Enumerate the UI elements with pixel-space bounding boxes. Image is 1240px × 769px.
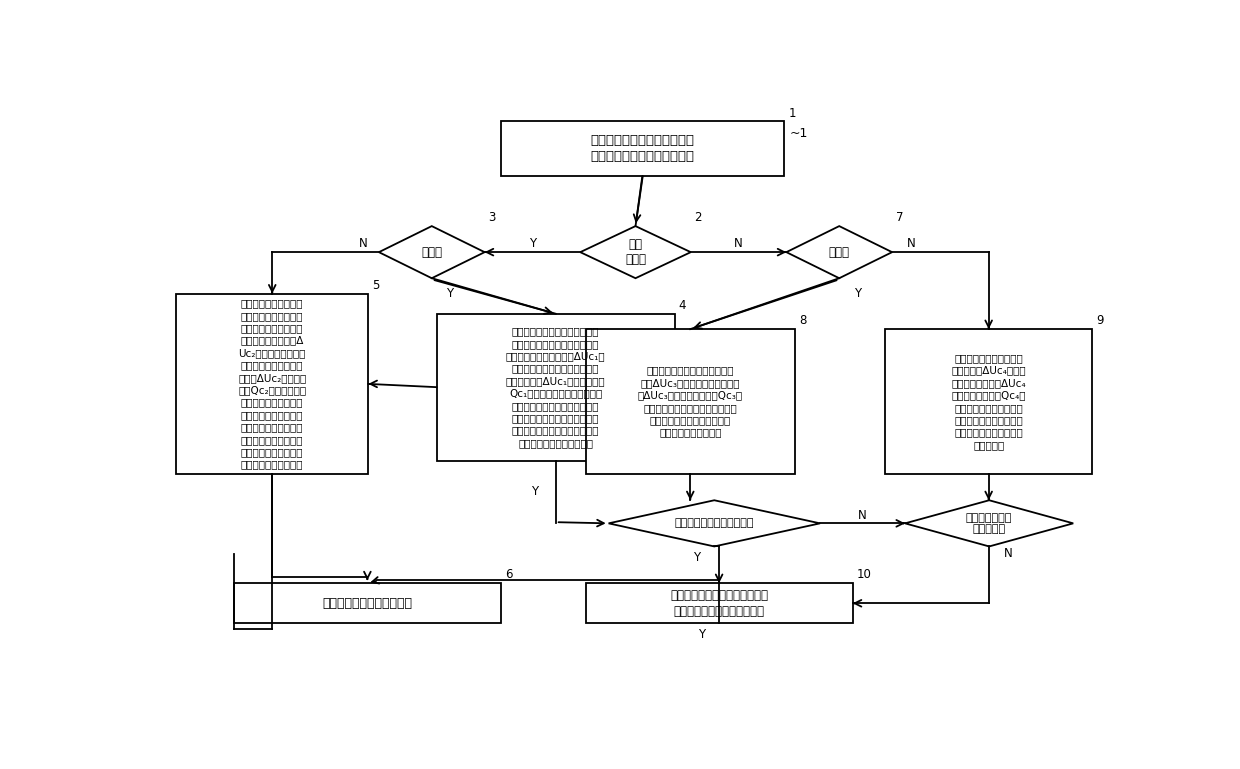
Text: 10: 10 [857, 568, 872, 581]
Text: 6: 6 [505, 568, 512, 581]
Text: 无功控制目标大于限幅上限: 无功控制目标大于限幅上限 [675, 518, 754, 528]
Polygon shape [609, 501, 820, 547]
Text: 8: 8 [799, 315, 806, 328]
Text: 3: 3 [489, 211, 496, 225]
Polygon shape [379, 226, 485, 278]
Text: 计算一个小组滤波器投入及对应
电抗器投切后的预估目标电压与
初始电压目标的第一偏差ΔUc₁，
获取预估目标电压与初始电压目
标的第一偏差ΔUc₁对应的无功量
Q: 计算一个小组滤波器投入及对应 电抗器投切后的预估目标电压与 初始电压目标的第一偏… [506, 326, 605, 448]
Text: 无功控制目标小
于限幅下限: 无功控制目标小 于限幅下限 [966, 513, 1012, 534]
Text: Y: Y [853, 287, 861, 299]
Text: ~1: ~1 [789, 127, 807, 140]
Polygon shape [905, 501, 1074, 547]
FancyBboxPatch shape [176, 294, 368, 474]
Text: 计算当前实际的第一控制电压偏
差为ΔUc₃，将第一控制电压偏差
为ΔUc₃对应的无功控制值Qc₃作
为调相机无功控制指令的修正值，
根据调相机无功控制指令的修
: 计算当前实际的第一控制电压偏 差为ΔUc₃，将第一控制电压偏差 为ΔUc₃对应的… [637, 366, 743, 438]
Text: 4: 4 [678, 299, 686, 312]
Text: 9: 9 [1096, 315, 1104, 328]
Polygon shape [580, 226, 691, 278]
Text: 投切
滤波器: 投切 滤波器 [625, 238, 646, 266]
Text: N: N [906, 238, 915, 251]
FancyBboxPatch shape [436, 314, 675, 461]
Polygon shape [786, 226, 892, 278]
Text: N: N [734, 238, 743, 251]
Text: 1: 1 [789, 107, 796, 119]
Text: Y: Y [531, 485, 538, 498]
Text: N: N [1003, 547, 1012, 560]
Text: N: N [358, 238, 367, 251]
Text: 2: 2 [694, 211, 702, 225]
Text: Y: Y [446, 287, 454, 299]
Text: N: N [858, 508, 867, 521]
Text: 5: 5 [372, 279, 379, 291]
FancyBboxPatch shape [234, 583, 501, 624]
Text: 7: 7 [897, 211, 904, 225]
Text: 闭锁电容器及电抗器投切指令，
将调相机的无功控制目标更新: 闭锁电容器及电抗器投切指令， 将调相机的无功控制目标更新 [670, 589, 768, 618]
Text: Y: Y [529, 238, 536, 251]
Text: 计算一个小组滤波器切
除及对应电抗器投切后
的预估目标电压与初始
电压目标的第二偏差Δ
Uc₂，获取预估目标电
压与初始电压目标的第
二偏差ΔUc₂对应的无
功: 计算一个小组滤波器切 除及对应电抗器投切后 的预估目标电压与初始 电压目标的第二… [238, 298, 306, 470]
FancyBboxPatch shape [585, 583, 853, 624]
Text: Y: Y [698, 628, 704, 641]
Text: 投命令: 投命令 [422, 245, 443, 258]
Text: 计算当前实际的第二控制
电压偏差为ΔUc₄，将第
二控制电压偏差为ΔUc₄
对应的无功控制值Qc₄作
为调相机无功控制指令的
修正值，根据调相机无功
控制指令的: 计算当前实际的第二控制 电压偏差为ΔUc₄，将第 二控制电压偏差为ΔUc₄ 对应… [951, 353, 1025, 450]
FancyBboxPatch shape [501, 122, 785, 176]
Text: Y: Y [693, 551, 699, 564]
Text: 直流控保无功控制策略不变；
调相机工作在无功闭环模式下: 直流控保无功控制策略不变； 调相机工作在无功闭环模式下 [590, 135, 694, 163]
Text: 将调相机无功控制目标更新: 将调相机无功控制目标更新 [322, 597, 413, 610]
FancyBboxPatch shape [585, 329, 795, 474]
Text: 投命令: 投命令 [828, 245, 849, 258]
FancyBboxPatch shape [885, 329, 1092, 474]
